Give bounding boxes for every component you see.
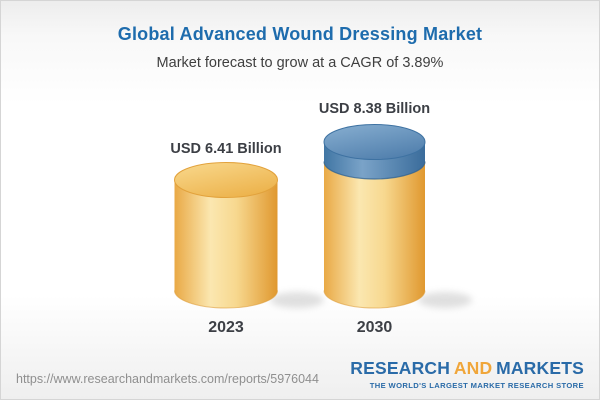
logo-tagline: THE WORLD'S LARGEST MARKET RESEARCH STOR… [369, 380, 584, 390]
chart-subtitle: Market forecast to grow at a CAGR of 3.8… [156, 55, 444, 71]
category-label-2023: 2023 [208, 319, 244, 336]
value-label-2030: USD 8.38 Billion [319, 101, 430, 117]
bar-2030-cap [323, 124, 426, 160]
bar-2030-segment-rim [323, 161, 426, 180]
logo-word-research: RESEARCH [350, 358, 451, 378]
report-url: https://www.researchandmarkets.com/repor… [16, 372, 319, 386]
bar-2023-body [174, 180, 278, 309]
category-label-2030: 2030 [357, 319, 393, 336]
logo-wordmark: RESEARCH AND MARKETS [350, 358, 584, 378]
logo-word-markets: MARKETS [496, 358, 584, 378]
shadow-bar-2030 [418, 292, 472, 308]
research-and-markets-logo: RESEARCH AND MARKETS THE WORLD'S LARGEST… [350, 358, 584, 390]
shadow-bar-2023 [270, 292, 324, 308]
logo-word-and: AND [453, 358, 493, 378]
bar-2030 [323, 124, 426, 309]
bar-2030-base-segment [324, 161, 425, 308]
bar-2023-bottom-rim [174, 290, 278, 309]
bar-2023 [174, 162, 278, 309]
bar-2030-bottom-rim [323, 290, 426, 309]
value-label-2023: USD 6.41 Billion [170, 141, 281, 157]
chart-title: Global Advanced Wound Dressing Market [117, 24, 483, 44]
bar-2023-cap [174, 162, 278, 198]
